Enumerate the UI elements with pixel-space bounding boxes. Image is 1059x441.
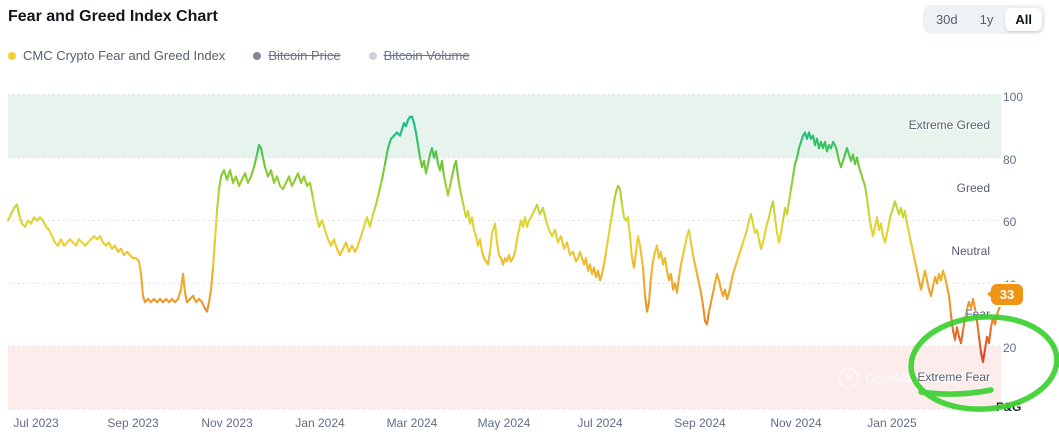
x-axis-tick-jan-2024: Jan 2024	[295, 416, 345, 430]
legend-label: Bitcoin Price	[268, 48, 341, 63]
legend-label: CMC Crypto Fear and Greed Index	[23, 48, 226, 63]
range-button-1y[interactable]: 1y	[970, 8, 1004, 31]
x-axis-tick-may-2024: May 2024	[477, 416, 531, 430]
y-axis-tick-100: 100	[1003, 89, 1024, 104]
legend-dot-icon	[253, 51, 262, 60]
x-axis-tick-nov-2023: Nov 2023	[201, 416, 253, 430]
legend-dot-icon	[8, 51, 16, 60]
x-axis-tick-jul-2024: Jul 2024	[577, 416, 623, 430]
zone-label-extreme-greed: Extreme Greed	[908, 118, 990, 133]
page-title: Fear and Greed Index Chart	[8, 8, 218, 25]
y-axis-tick-60: 60	[1003, 215, 1017, 230]
y-axis-tick-80: 80	[1003, 152, 1017, 167]
legend-label: Bitcoin Volume	[383, 48, 470, 63]
zone-band-extreme-greed	[8, 94, 1001, 158]
x-axis-tick-jan-2025: Jan 2025	[867, 416, 917, 430]
chart-legend: CMC Crypto Fear and Greed Index Bitcoin P…	[8, 48, 470, 63]
fng-chart-plot	[6, 94, 1003, 410]
zone-band-extreme-fear	[8, 346, 1001, 409]
range-button-30d[interactable]: 30d	[926, 8, 968, 31]
x-axis-tick-sep-2023: Sep 2023	[107, 416, 159, 430]
legend-dot-icon	[368, 51, 377, 60]
zone-label-neutral: Neutral	[951, 243, 990, 258]
legend-item-cmc-crypto-fear-and-greed-index[interactable]: CMC Crypto Fear and Greed Index	[8, 48, 225, 63]
current-value-badge: 33	[987, 284, 1023, 305]
zone-label-extreme-fear: Extreme Fear	[917, 369, 990, 384]
range-button-all[interactable]: All	[1005, 8, 1042, 31]
x-axis-tick-sep-2024: Sep 2024	[674, 416, 726, 430]
coinmarketcap-logo-icon: M	[838, 368, 859, 389]
legend-item-bitcoin-volume[interactable]: Bitcoin Volume	[368, 48, 470, 63]
x-axis-tick-nov-2024: Nov 2024	[770, 416, 822, 430]
zone-label-fear: Fear	[965, 306, 990, 321]
y-axis-tick-20: 20	[1003, 341, 1017, 356]
x-axis-tick-mar-2024: Mar 2024	[386, 416, 438, 430]
x-axis-tick-jul-2023: Jul 2023	[13, 416, 59, 430]
range-selector: 30d 1y All	[922, 5, 1045, 34]
legend-item-bitcoin-price[interactable]: Bitcoin Price	[253, 48, 341, 63]
zone-label-greed: Greed	[956, 181, 990, 196]
fg-axis-title: F&G	[996, 400, 1022, 414]
